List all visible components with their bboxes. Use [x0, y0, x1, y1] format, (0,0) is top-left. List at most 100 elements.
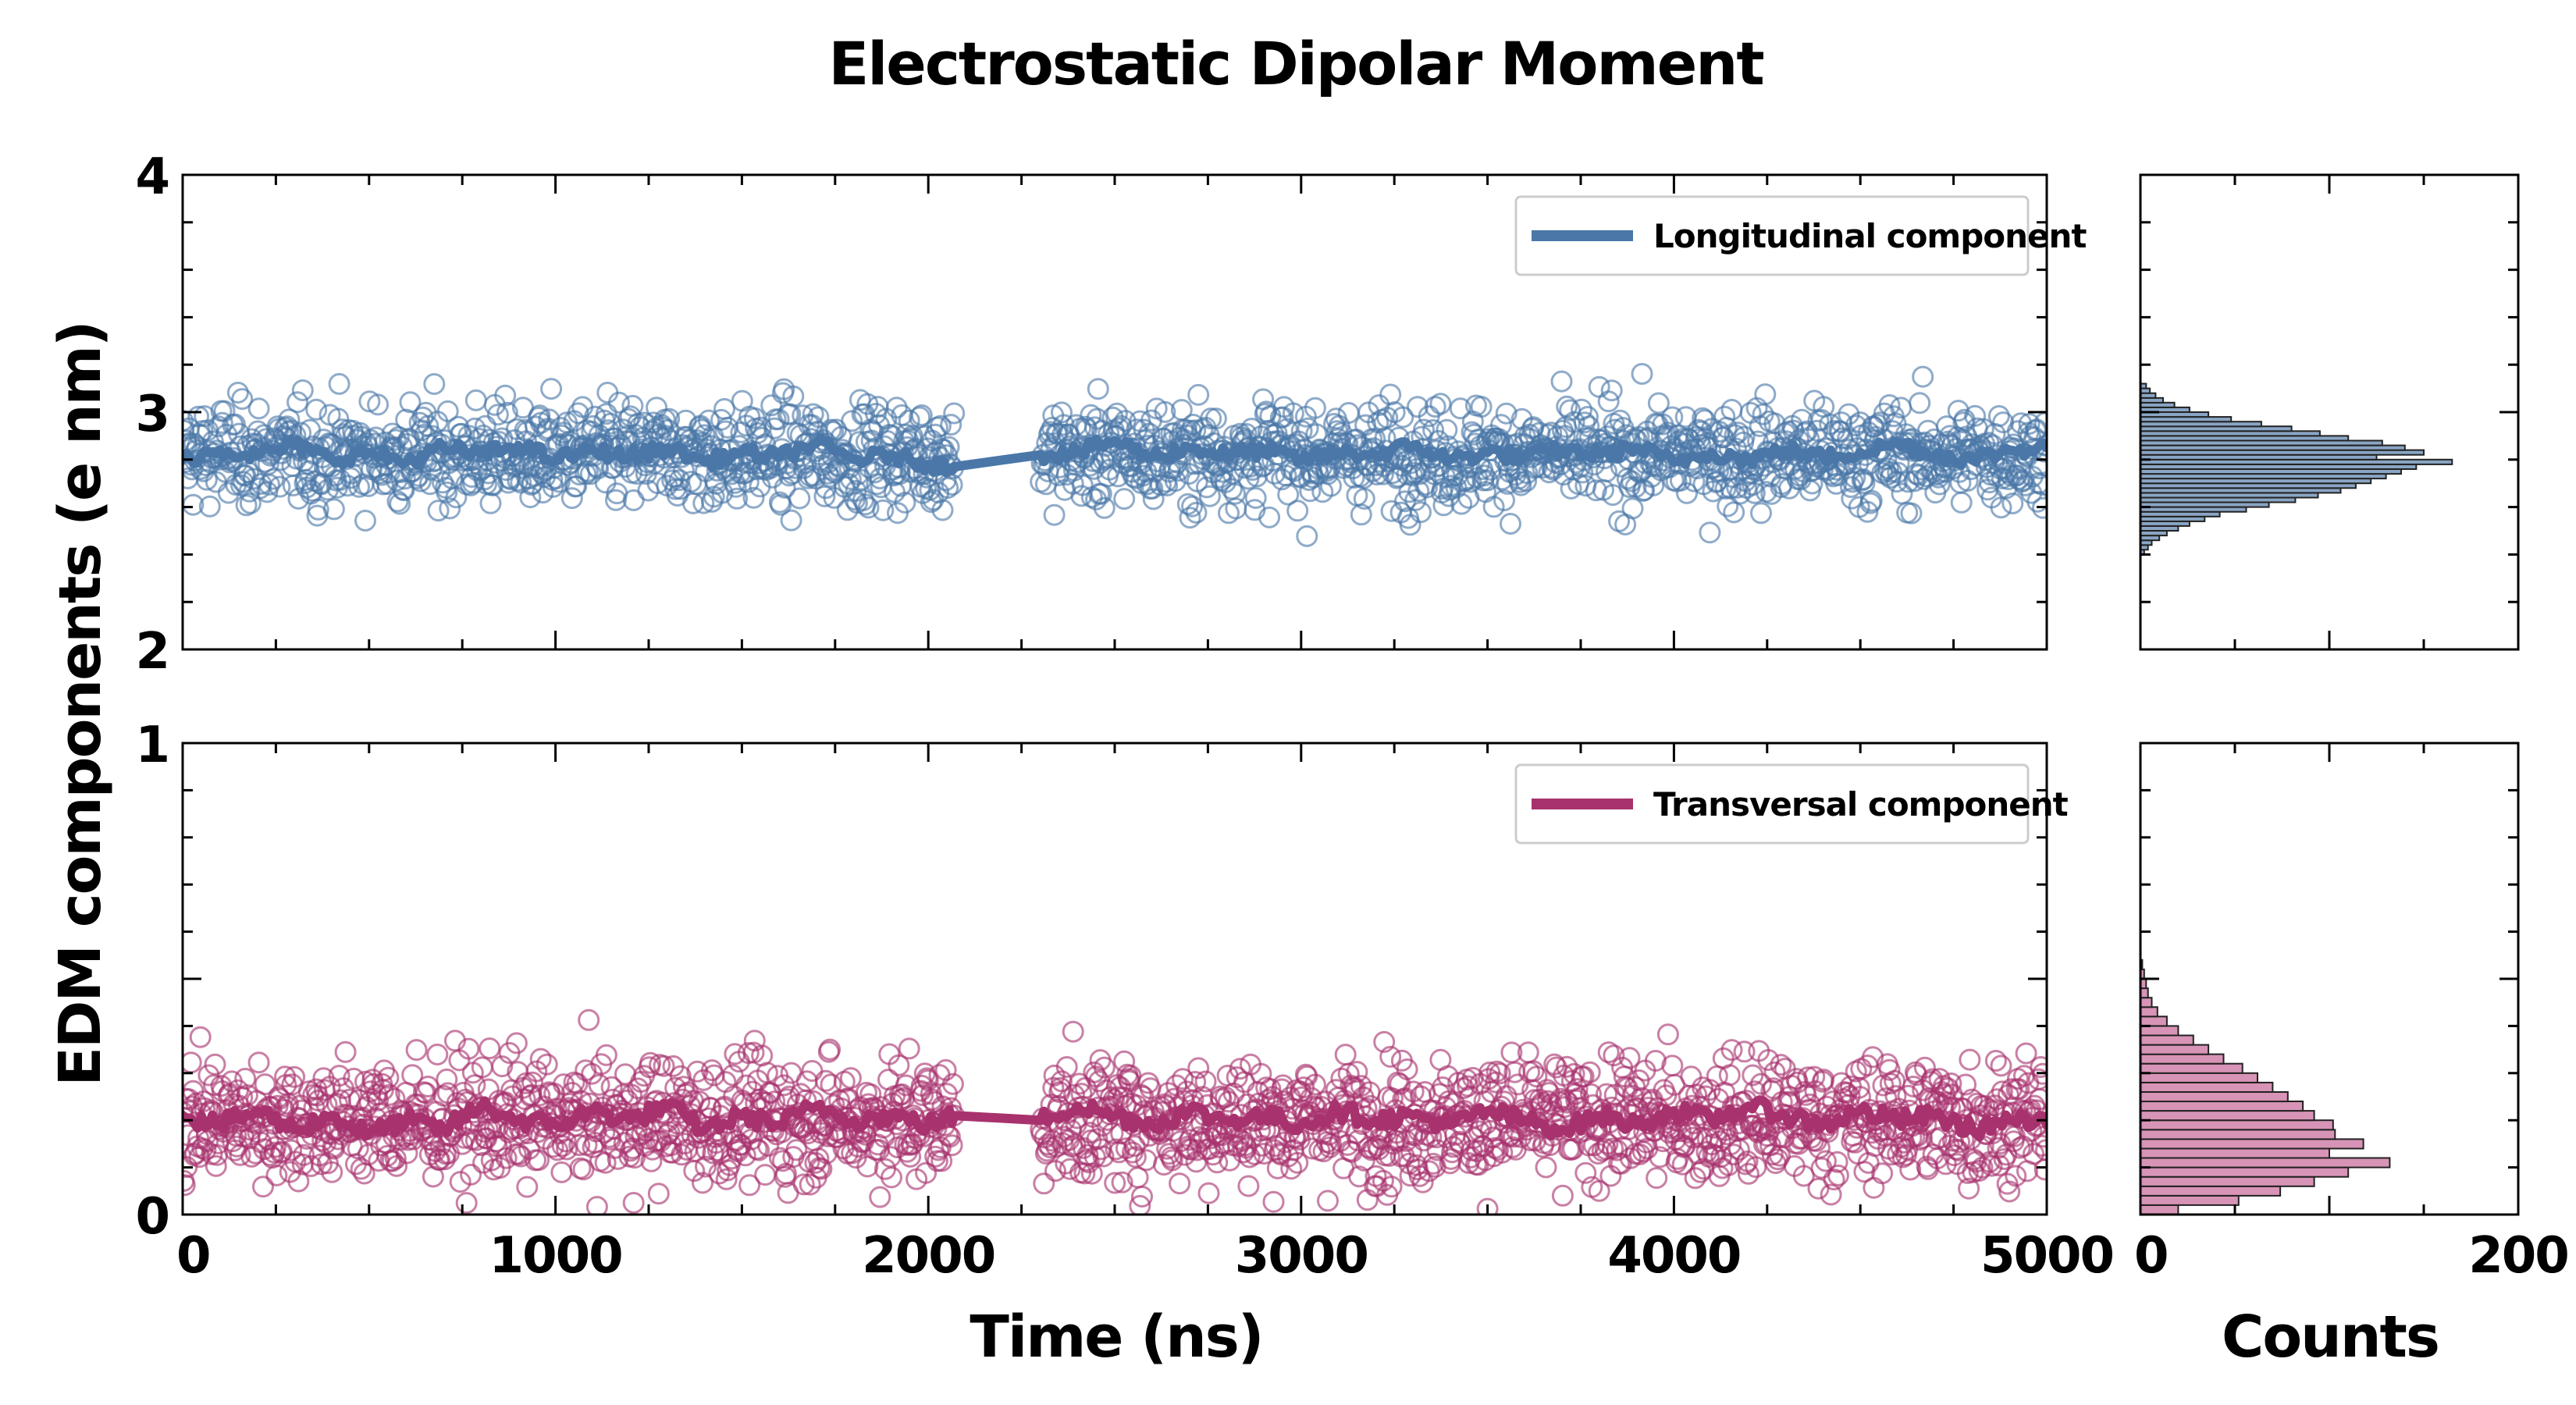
transversal-scatter-point: [1578, 1061, 1601, 1083]
longitudinal-scatter-point: [1286, 500, 1309, 522]
longitudinal-scatter-point: [872, 499, 895, 521]
transversal-scatter-point: [401, 1064, 424, 1087]
longitudinal-scatter-point: [1597, 390, 1620, 413]
transversal-scatter-point: [588, 1073, 610, 1096]
longitudinal-scatter-point: [393, 479, 415, 502]
longitudinal-scatter-point: [894, 491, 916, 514]
longitudinal-scatter-point: [1093, 496, 1115, 519]
transversal-scatter-point: [551, 1135, 574, 1158]
longitudinal-scatter-point: [1277, 483, 1300, 506]
longitudinal-scatter-point: [770, 493, 792, 516]
longitudinal-scatter-point: [1154, 400, 1176, 423]
longitudinal-scatter-point: [1272, 406, 1294, 429]
transversal-scatter-point: [1280, 1158, 1303, 1180]
longitudinal-scatter-point: [608, 391, 630, 414]
transversal-scatter-point: [2023, 1143, 2044, 1165]
longitudinal-scatter-point: [1713, 405, 1736, 428]
transversal-scatter-point: [1092, 1145, 1115, 1168]
longitudinal-scatter-point: [1108, 417, 1130, 439]
longitudinal-scatter-point: [1379, 383, 1402, 406]
transversal-scatter-point: [941, 1134, 963, 1157]
transversal-scatter-point: [1913, 1056, 1936, 1079]
transversal-scatter-point: [1055, 1056, 1078, 1078]
transversal-scatter-point: [1797, 1066, 1820, 1089]
longitudinal-scatter-point: [1198, 485, 1221, 507]
chart-title: Electrostatic Dipolar Moment: [828, 29, 1763, 98]
longitudinal-scatter-point: [389, 493, 411, 515]
longitudinal-scatter-point: [1404, 489, 1427, 511]
transversal-histogram-bar: [2140, 1157, 2391, 1168]
transversal-scatter-point: [287, 1170, 310, 1193]
longitudinal-scatter-point: [1794, 422, 1816, 444]
transversal-histogram-bar: [2140, 1044, 2210, 1055]
longitudinal-scatter-point: [1550, 370, 1573, 393]
transversal-scatter-point: [1262, 1190, 1285, 1213]
longitudinal-scatter-point: [742, 486, 765, 509]
transversal-scatter-point: [1487, 1139, 1509, 1161]
longitudinal-scatter-point: [782, 385, 805, 407]
transversal-scatter-point: [542, 1136, 564, 1158]
longitudinal-scatter-point: [1164, 470, 1187, 493]
transversal-scatter-point: [1237, 1175, 1260, 1197]
transversal-scatter-point: [1296, 1065, 1318, 1087]
transversal-scatter-point: [1661, 1055, 1684, 1077]
longitudinal-scatter-point: [1376, 407, 1399, 429]
transversal-scatter-point: [1334, 1044, 1357, 1066]
longitudinal-histogram: [2139, 173, 2520, 651]
longitudinal-scatter-point: [1600, 379, 1623, 402]
longitudinal-scatter-point: [560, 487, 583, 510]
longitudinal-scatter-point: [207, 415, 229, 438]
transversal-scatter-point: [347, 1137, 369, 1160]
transversal-scatter-point: [1101, 1122, 1124, 1144]
transversal-scatter-point: [1187, 1057, 1210, 1080]
longitudinal-scatter-point: [386, 490, 409, 513]
transversal-scatter-point: [1958, 1177, 1980, 1200]
longitudinal-scatter-point: [384, 429, 407, 451]
transversal-scatter-point: [528, 1084, 551, 1107]
transversal-scatter-point: [1879, 1072, 1902, 1095]
transversal-scatter-point: [1574, 1161, 1597, 1184]
longitudinal-scatter-point: [692, 492, 715, 514]
x-axis-label: Time (ns): [970, 1304, 1262, 1371]
longitudinal-scatter-point: [1304, 397, 1326, 419]
transversal-scatter-point: [612, 1083, 635, 1106]
longitudinal-scatter-point: [1087, 378, 1109, 400]
transversal-scatter-point: [283, 1065, 306, 1088]
transversal-scatter-point: [194, 1139, 217, 1161]
longitudinal-legend: Longitudinal component: [1514, 195, 2087, 276]
longitudinal-scatter-point: [1631, 363, 1653, 385]
longitudinal-scatter-point: [710, 408, 732, 431]
transversal-scatter-point: [1551, 1184, 1574, 1207]
longitudinal-scatter-point: [937, 477, 959, 499]
transversal-scatter-point: [1709, 1130, 1731, 1153]
transversal-histogram-bar: [2140, 1053, 2225, 1065]
transversal-scatter-point: [254, 1073, 276, 1096]
longitudinal-scatter-point: [1043, 503, 1066, 526]
transversal-x-tick-label: 3000: [1235, 1227, 1368, 1285]
transversal-scatter-point: [1194, 1070, 1217, 1093]
transversal-scatter-point: [1172, 1068, 1194, 1090]
longitudinal-scatter-point: [1563, 411, 1585, 433]
transversal-histogram-bar: [2140, 1147, 2330, 1159]
transversal-scatter-point: [378, 1083, 400, 1106]
transversal-scatter-point: [1229, 1058, 1251, 1080]
longitudinal-scatter-point: [479, 492, 502, 514]
transversal-scatter-point: [1525, 1129, 1547, 1152]
transversal-scatter-point: [1373, 1030, 1396, 1053]
transversal-scatter-point: [1984, 1050, 2007, 1072]
transversal-scatter-point: [1041, 1129, 1063, 1152]
longitudinal-scatter-point: [571, 396, 594, 418]
transversal-scatter-point: [888, 1054, 910, 1076]
transversal-histogram-bar: [2140, 1194, 2240, 1206]
transversal-scatter-point: [1862, 1046, 1884, 1069]
longitudinal-scatter-point: [183, 410, 194, 432]
longitudinal-scatter-point: [1909, 392, 1931, 414]
transversal-scatter-point: [898, 1037, 920, 1060]
transversal-y-tick-label: 0: [135, 1188, 169, 1246]
transversal-histogram-bar: [2140, 1025, 2179, 1037]
longitudinal-scatter-point: [1683, 470, 1706, 493]
longitudinal-scatter-point: [943, 402, 966, 425]
longitudinal-scatter-point: [746, 422, 769, 444]
transversal-scatter-point: [934, 1058, 957, 1081]
transversal-scatter-point: [183, 1051, 202, 1074]
